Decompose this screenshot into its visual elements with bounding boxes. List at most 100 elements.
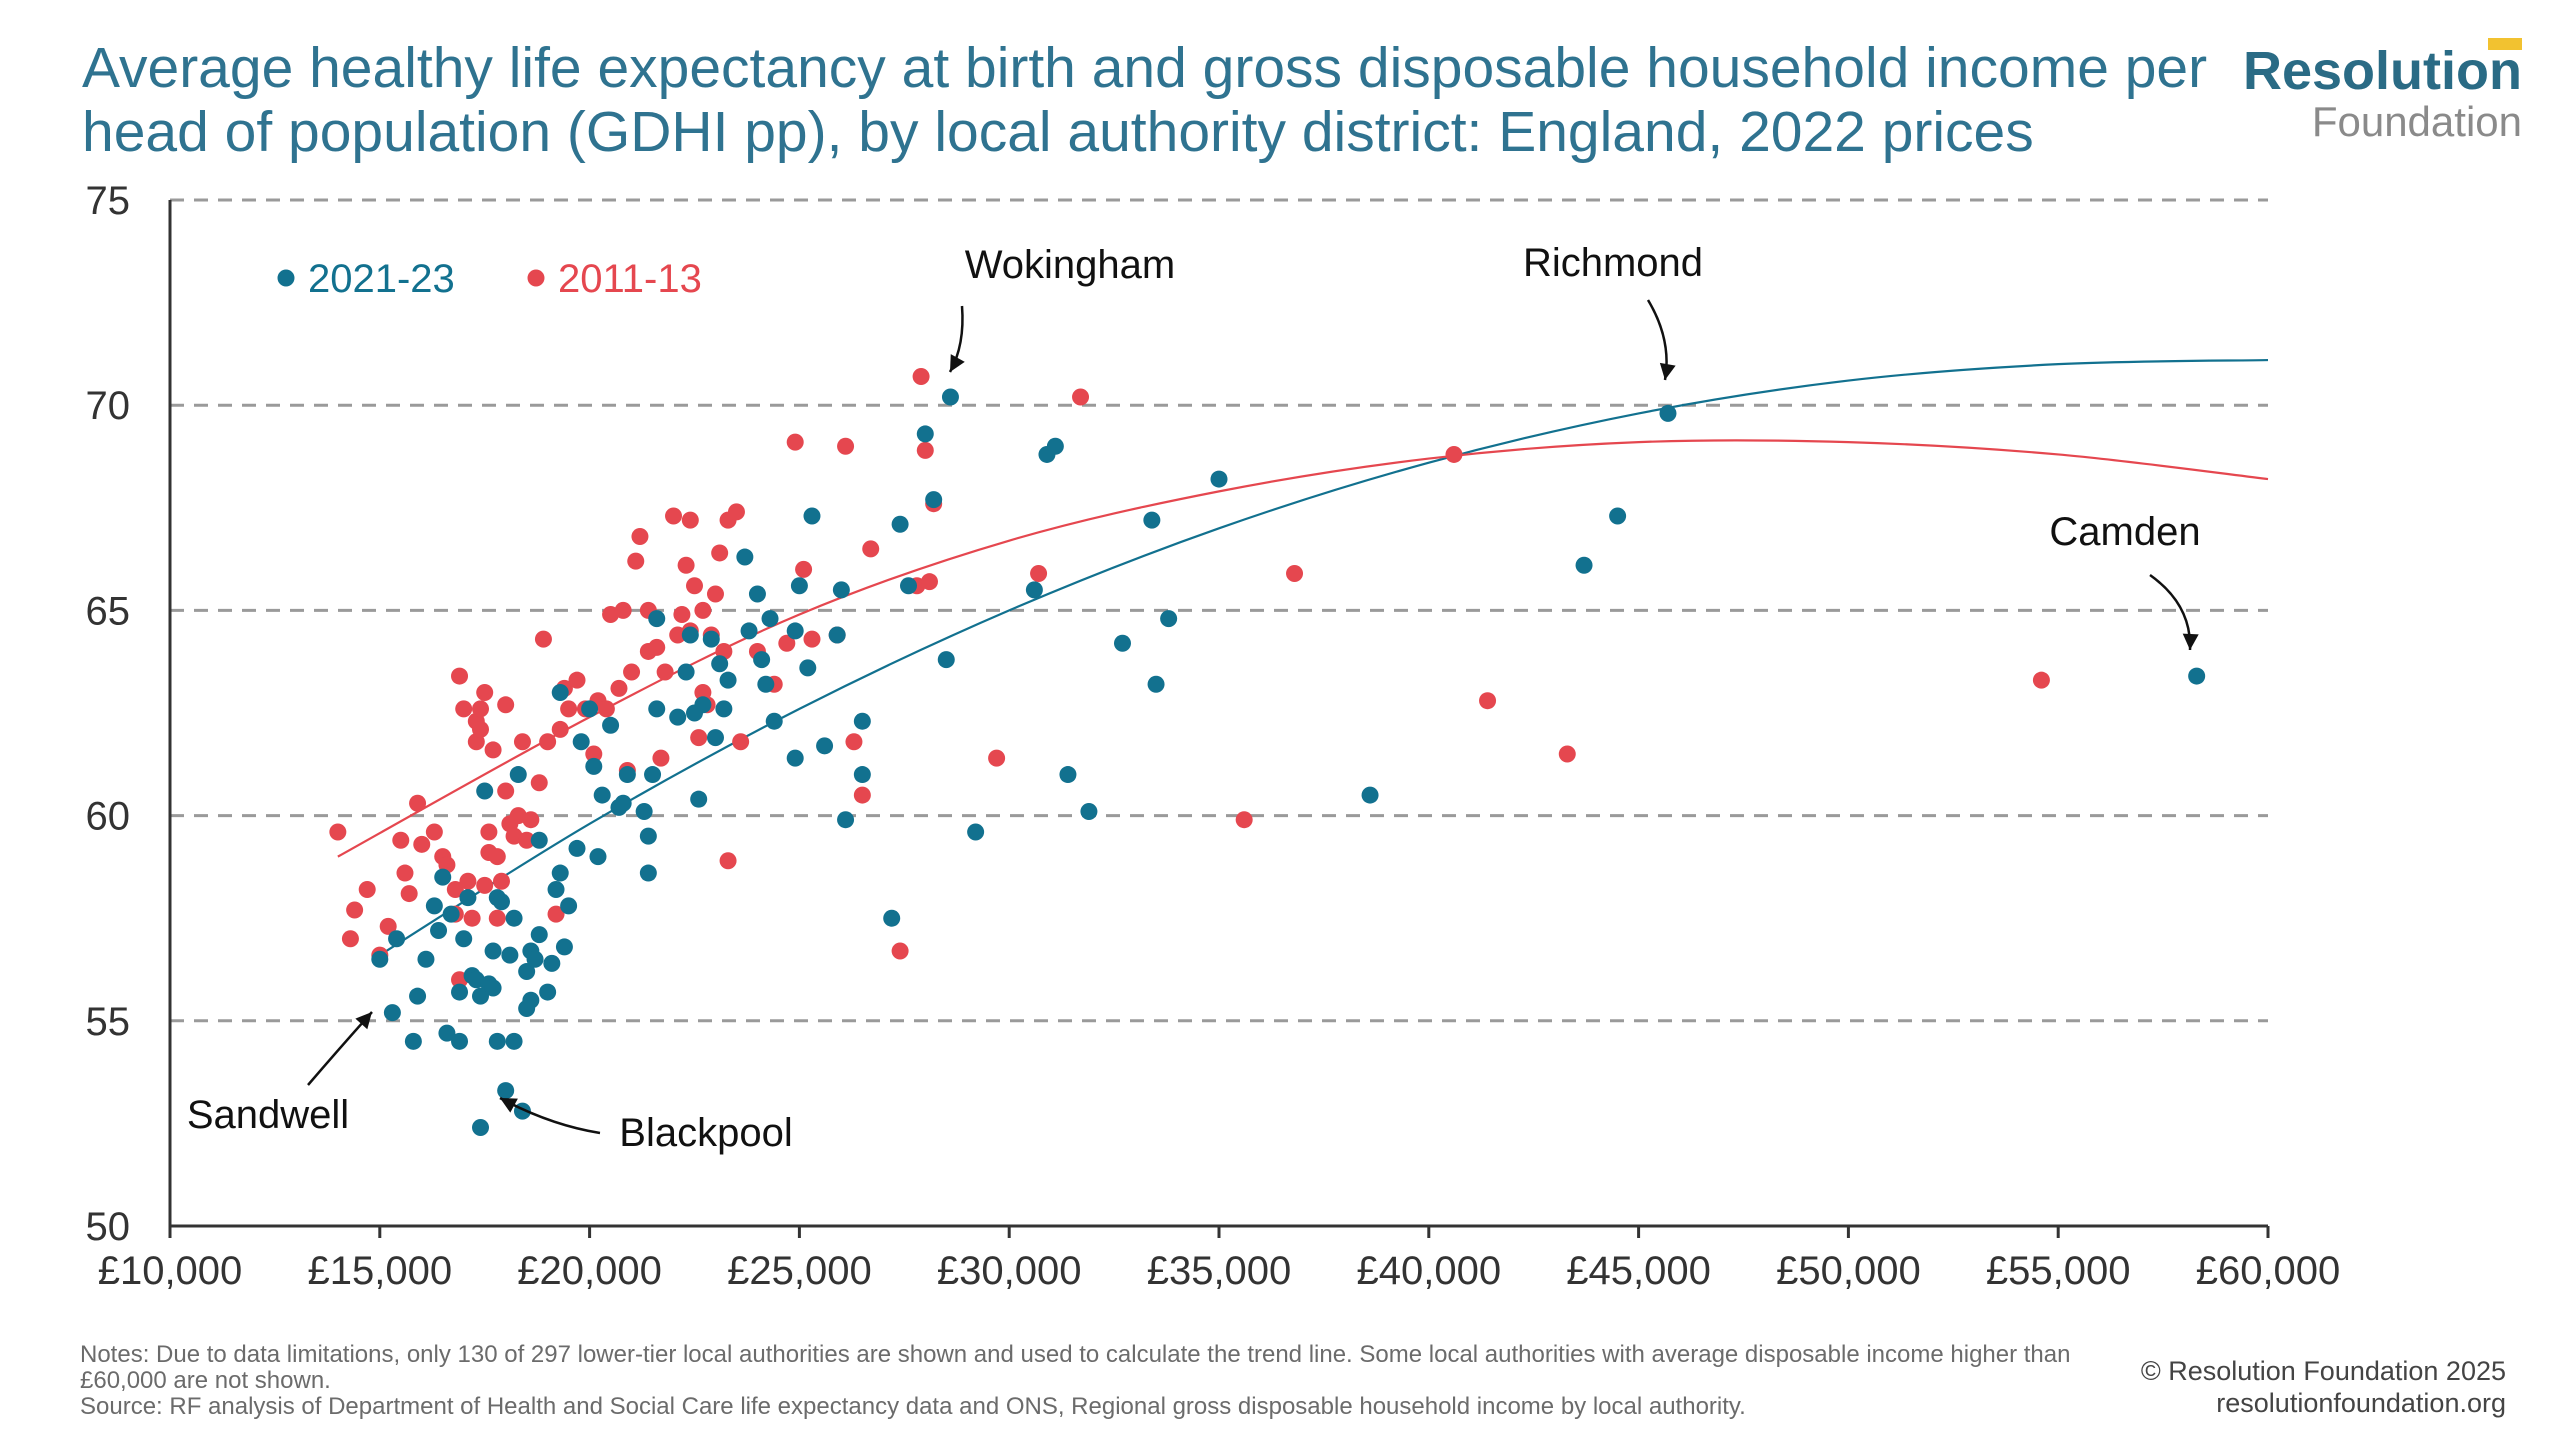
data-point-2011-13 <box>631 528 649 546</box>
data-point-2021-23 <box>442 905 460 923</box>
data-point-2011-13 <box>492 872 510 890</box>
annotations: Wokingham Richmond Camden Sandwell Blackpool <box>187 241 2201 1155</box>
legend-marker-2021-23 <box>277 269 295 287</box>
data-point-2021-23 <box>551 864 569 882</box>
data-point-2021-23 <box>543 954 561 972</box>
data-point-2021-23 <box>488 1032 506 1050</box>
data-point-2021-23 <box>509 766 527 784</box>
data-point-2021-23 <box>786 749 804 767</box>
data-point-2021-23 <box>438 1024 456 1042</box>
x-tick-label: £30,000 <box>937 1249 1082 1293</box>
data-point-2021-23 <box>891 515 909 533</box>
data-point-2021-23 <box>459 889 477 907</box>
data-point-2021-23 <box>530 831 548 849</box>
data-point-2021-23 <box>505 909 523 927</box>
data-point-2011-13 <box>480 823 498 841</box>
data-point-2021-23 <box>581 700 599 718</box>
data-point-2021-23 <box>702 630 720 648</box>
data-point-2021-23 <box>409 987 427 1005</box>
data-point-2011-13 <box>446 880 464 898</box>
data-point-2021-23 <box>472 1119 490 1137</box>
data-point-2021-23 <box>497 1082 515 1100</box>
data-point-2021-23 <box>1160 610 1178 628</box>
annotation-arrowhead <box>355 1012 372 1030</box>
data-point-2011-13 <box>694 601 712 619</box>
x-tick-label: £25,000 <box>727 1249 872 1293</box>
axes: 50 55 60 65 70 75 £10,000 £15,000 £20,000 £25,000… <box>86 179 2341 1293</box>
data-point-2021-23 <box>547 880 565 898</box>
footer-credits: © Resolution Foundation 2025 resolutionf… <box>2141 1355 2506 1419</box>
data-point-2011-13 <box>803 630 821 648</box>
footer-notes: Notes: Due to data limitations, only 130… <box>80 1342 2100 1420</box>
data-point-2021-23 <box>681 626 699 644</box>
data-point-2011-13 <box>1235 811 1253 829</box>
y-tick-label: 75 <box>86 179 131 223</box>
x-tick-label: £55,000 <box>1986 1249 2131 1293</box>
data-point-2011-13 <box>891 942 909 960</box>
data-point-2011-13 <box>2032 671 2050 689</box>
data-point-2021-23 <box>2188 667 2206 685</box>
data-point-2021-23 <box>1575 556 1593 574</box>
data-point-2021-23 <box>589 848 607 866</box>
legend-marker-2011-13 <box>527 269 545 287</box>
data-point-2011-13 <box>476 683 494 701</box>
data-point-2011-13 <box>623 663 641 681</box>
data-point-2021-23 <box>677 663 695 681</box>
annotation-arrowhead <box>950 354 965 372</box>
data-point-2011-13 <box>988 749 1006 767</box>
data-point-2011-13 <box>425 823 443 841</box>
data-point-2021-23 <box>484 942 502 960</box>
data-point-2021-23 <box>555 938 573 956</box>
data-point-2011-13 <box>497 696 515 714</box>
x-tick-label: £35,000 <box>1147 1249 1292 1293</box>
gridlines <box>170 198 2268 1023</box>
data-point-2021-23 <box>853 766 871 784</box>
data-point-2011-13 <box>341 930 359 948</box>
data-point-2011-13 <box>627 552 645 570</box>
data-point-2021-23 <box>585 757 603 775</box>
data-point-2021-23 <box>614 794 632 812</box>
data-point-2021-23 <box>451 1032 469 1050</box>
data-point-2011-13 <box>795 560 813 578</box>
data-point-2011-13 <box>862 540 880 558</box>
data-point-2021-23 <box>832 581 850 599</box>
data-point-2011-13 <box>455 700 473 718</box>
data-point-2011-13 <box>547 905 565 923</box>
data-point-2011-13 <box>1445 445 1463 463</box>
data-point-2011-13 <box>677 556 695 574</box>
data-point-2021-23 <box>648 610 666 628</box>
data-point-2021-23 <box>1113 634 1131 652</box>
data-point-2021-23 <box>761 610 779 628</box>
data-point-2021-23 <box>639 827 657 845</box>
data-point-2021-23 <box>388 930 406 948</box>
data-point-2011-13 <box>379 917 397 935</box>
data-point-2021-23 <box>484 979 502 997</box>
data-point-2011-13 <box>451 667 469 685</box>
y-tick-label: 50 <box>86 1205 131 1249</box>
data-point-2021-23 <box>740 622 758 640</box>
data-point-2021-23 <box>715 700 733 718</box>
data-point-2021-23 <box>837 811 855 829</box>
data-point-2011-13 <box>484 741 502 759</box>
chart-title: Average healthy life expectancy at birth… <box>82 36 2208 164</box>
data-point-2011-13 <box>732 733 750 751</box>
data-point-2021-23 <box>505 1032 523 1050</box>
data-point-2011-13 <box>656 663 674 681</box>
data-point-2011-13 <box>400 885 418 903</box>
data-point-2021-23 <box>816 737 834 755</box>
annotation-arrowhead <box>2182 633 2199 650</box>
data-point-2021-23 <box>1210 470 1228 488</box>
data-point-2011-13 <box>853 786 871 804</box>
annotation-arrowhead <box>1659 362 1676 380</box>
data-point-2011-13 <box>1558 745 1576 763</box>
data-point-2021-23 <box>899 577 917 595</box>
data-point-2021-23 <box>736 548 754 566</box>
annotation-label: Wokingham <box>965 243 1175 287</box>
data-point-2011-13 <box>409 794 427 812</box>
data-point-2021-23 <box>1659 404 1677 422</box>
data-point-2021-23 <box>711 655 729 673</box>
data-point-2021-23 <box>425 897 443 915</box>
annotation-label: Sandwell <box>187 1093 349 1137</box>
data-point-2011-13 <box>539 733 557 751</box>
data-point-2011-13 <box>530 774 548 792</box>
